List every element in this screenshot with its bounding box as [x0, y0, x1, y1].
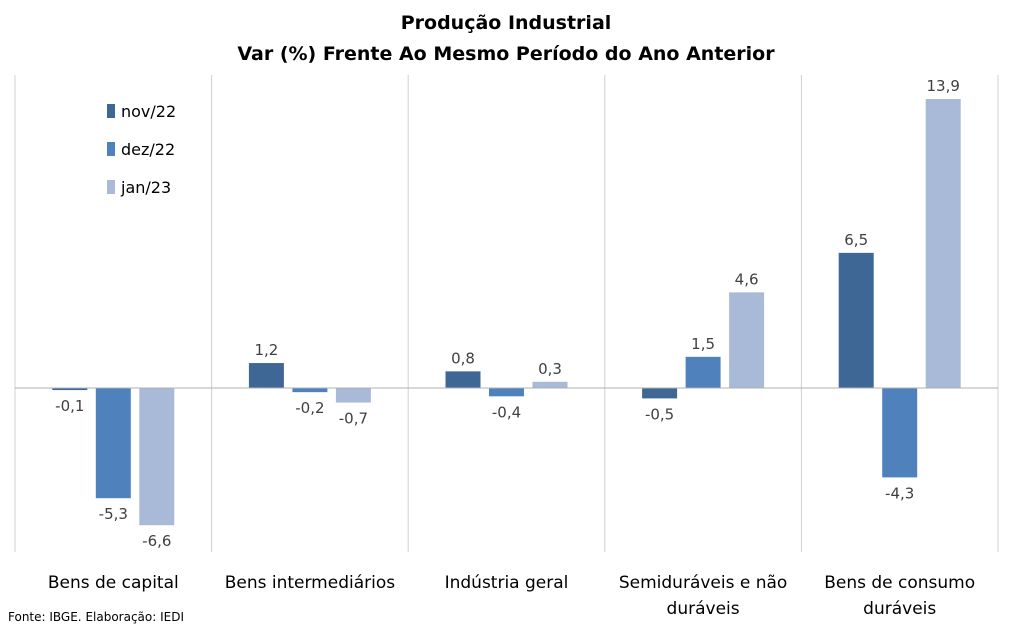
- category-label: Indústria geral: [445, 573, 569, 593]
- category-label: Semiduráveis e não: [619, 573, 787, 593]
- chart-subtitle: Var (%) Frente Ao Mesmo Período do Ano A…: [237, 43, 775, 65]
- data-label: -4,3: [885, 484, 914, 502]
- bar: [445, 371, 481, 388]
- data-label: -0,1: [55, 397, 84, 415]
- data-label: 1,5: [691, 335, 715, 353]
- category-label: duráveis: [863, 599, 936, 619]
- data-label: 0,3: [538, 360, 562, 378]
- data-label: 0,8: [451, 349, 475, 367]
- data-label: 13,9: [926, 77, 959, 95]
- bar: [335, 388, 371, 403]
- category-label: duráveis: [667, 599, 740, 619]
- data-label: -5,3: [99, 505, 128, 523]
- legend-label: jan/23: [120, 178, 171, 197]
- bar: [925, 99, 961, 388]
- bar: [729, 292, 765, 388]
- bar: [52, 388, 88, 391]
- bar: [489, 388, 524, 397]
- category-label: Bens intermediários: [225, 573, 396, 593]
- data-label: 1,2: [254, 341, 278, 359]
- legend-label: nov/22: [121, 102, 176, 121]
- category-label: Bens de capital: [48, 573, 179, 593]
- legend-label: dez/22: [121, 140, 175, 159]
- bar: [248, 363, 284, 388]
- bar: [532, 381, 568, 388]
- data-label: 6,5: [844, 231, 868, 249]
- chart-title: Produção Industrial: [400, 12, 612, 34]
- bar: [95, 388, 131, 499]
- bar: [292, 388, 328, 393]
- source-note: Fonte: IBGE. Elaboração: IEDI: [8, 610, 185, 624]
- data-label: -0,4: [492, 403, 521, 421]
- data-label: -0,5: [645, 405, 674, 423]
- category-label: Bens de consumo: [824, 573, 975, 593]
- bar: [882, 388, 918, 478]
- legend-swatch: [107, 180, 115, 194]
- legend-swatch: [107, 104, 115, 118]
- bar: [838, 252, 874, 388]
- data-label: -6,6: [142, 532, 171, 550]
- bar: [642, 388, 678, 399]
- legend-swatch: [107, 142, 115, 156]
- bar: [139, 388, 175, 526]
- data-label: -0,2: [295, 399, 324, 417]
- bar: [685, 356, 721, 388]
- data-label: 4,6: [735, 270, 759, 288]
- data-label: -0,7: [339, 410, 368, 428]
